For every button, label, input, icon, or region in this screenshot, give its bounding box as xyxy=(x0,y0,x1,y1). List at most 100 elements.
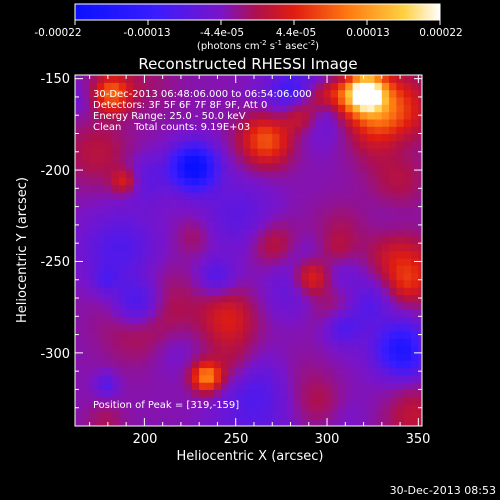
heatmap-cell xyxy=(389,126,397,135)
heatmap-cell xyxy=(352,352,361,361)
heatmap-cell xyxy=(82,177,91,186)
heatmap-cell xyxy=(118,367,127,376)
heatmap-cell xyxy=(96,272,105,281)
heatmap-cell xyxy=(264,316,273,325)
heatmap-cell xyxy=(104,404,113,412)
heatmap-cell xyxy=(308,287,317,295)
heatmap-cell xyxy=(140,367,149,376)
heatmap-cell xyxy=(345,323,354,332)
heatmap-cell xyxy=(286,316,295,325)
heatmap-cell xyxy=(418,250,422,259)
heatmap-cell xyxy=(184,301,193,310)
heatmap-cell xyxy=(177,170,186,178)
heatmap-cell xyxy=(184,148,193,156)
heatmap-cell xyxy=(389,96,397,105)
heatmap-cell xyxy=(345,228,354,237)
heatmap-cell xyxy=(257,177,266,186)
heatmap-cell xyxy=(221,126,229,135)
heatmap-cell xyxy=(235,265,244,273)
heatmap-cell xyxy=(126,352,134,361)
heatmap-cell xyxy=(411,287,419,295)
heatmap-cell xyxy=(235,367,244,376)
heatmap-cell xyxy=(96,126,105,135)
heatmap-cell xyxy=(250,228,259,237)
heatmap-cell xyxy=(389,111,397,120)
heatmap-cell xyxy=(162,360,171,369)
heatmap-cell xyxy=(323,352,332,361)
heatmap-cell xyxy=(162,301,171,310)
heatmap-cell xyxy=(359,148,368,156)
heatmap-cell xyxy=(411,199,419,208)
heatmap-cell xyxy=(148,374,156,383)
heatmap-cell xyxy=(403,411,412,420)
heatmap-cell xyxy=(170,192,178,200)
heatmap-cell xyxy=(374,126,383,135)
heatmap-cell xyxy=(257,162,266,171)
heatmap-cell xyxy=(330,111,339,120)
heatmap-cell xyxy=(272,257,281,266)
heatmap-cell xyxy=(243,360,251,369)
heatmap-cell xyxy=(118,330,127,339)
heatmap-cell xyxy=(294,75,303,83)
heatmap-cell xyxy=(301,199,310,208)
heatmap-cell xyxy=(170,206,178,215)
heatmap-cell xyxy=(162,279,171,288)
heatmap-cell xyxy=(206,257,215,266)
heatmap-cell xyxy=(352,104,361,113)
heatmap-cell xyxy=(389,133,397,142)
heatmap-cell xyxy=(96,279,105,288)
heatmap-cell xyxy=(323,133,332,142)
heatmap-cell xyxy=(330,192,339,200)
heatmap-cell xyxy=(330,184,339,193)
heatmap-cell xyxy=(89,330,98,339)
heatmap-cell xyxy=(279,162,288,171)
heatmap-cell xyxy=(396,89,405,98)
heatmap-cell xyxy=(264,140,273,149)
heatmap-cell xyxy=(330,360,339,369)
heatmap-cell xyxy=(133,367,142,376)
heatmap-cell xyxy=(418,82,422,91)
heatmap-cell xyxy=(89,360,98,369)
heatmap-cell xyxy=(148,221,156,230)
heatmap-cell xyxy=(82,199,91,208)
heatmap-cell xyxy=(184,279,193,288)
heatmap-cell xyxy=(279,235,288,244)
heatmap-cell xyxy=(367,118,376,127)
heatmap-cell xyxy=(126,330,134,339)
heatmap-cell xyxy=(133,418,142,426)
heatmap-cell xyxy=(104,279,113,288)
heatmap-cell xyxy=(279,345,288,354)
heatmap-cell xyxy=(338,404,346,412)
heatmap-cell xyxy=(257,235,266,244)
heatmap-cell xyxy=(191,96,200,105)
heatmap-cell xyxy=(148,287,156,295)
heatmap-cell xyxy=(228,338,237,347)
heatmap-cell xyxy=(323,382,332,390)
heatmap-cell xyxy=(184,352,193,361)
heatmap-cell xyxy=(250,287,259,295)
heatmap-cell xyxy=(140,228,149,237)
heatmap-cell xyxy=(272,323,281,332)
heatmap-cell xyxy=(140,309,149,317)
heatmap-cell xyxy=(345,265,354,273)
heatmap-cell xyxy=(403,96,412,105)
heatmap-cell xyxy=(199,257,208,266)
heatmap-cell xyxy=(323,170,332,178)
heatmap-cell xyxy=(133,360,142,369)
heatmap-cell xyxy=(133,243,142,252)
heatmap-cell xyxy=(418,272,422,281)
heatmap-cell xyxy=(396,330,405,339)
heatmap-cell xyxy=(213,96,222,105)
heatmap-cell xyxy=(359,221,368,230)
heatmap-cell xyxy=(228,257,237,266)
heatmap-cell xyxy=(162,250,171,259)
heatmap-cell xyxy=(184,330,193,339)
heatmap-cell xyxy=(367,235,376,244)
heatmap-cell xyxy=(272,250,281,259)
heatmap-cell xyxy=(264,382,273,390)
heatmap-cell xyxy=(345,309,354,317)
heatmap-cell xyxy=(374,199,383,208)
heatmap-cell xyxy=(418,170,422,178)
heatmap-cell xyxy=(338,206,346,215)
heatmap-cell xyxy=(359,287,368,295)
